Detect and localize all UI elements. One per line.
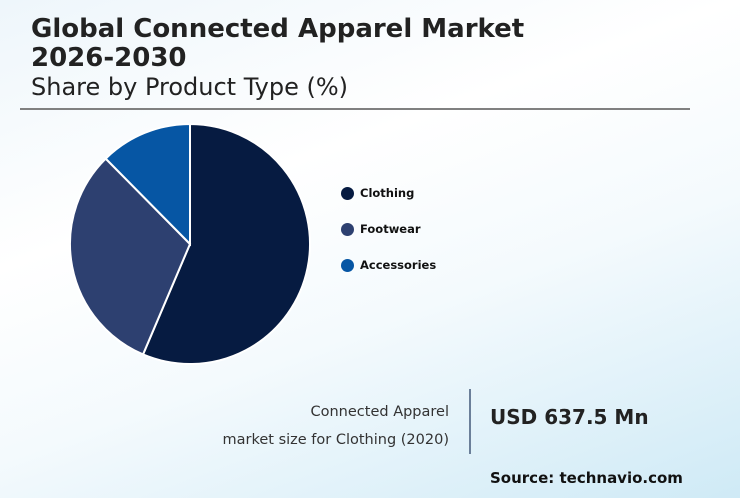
callout-divider bbox=[469, 389, 471, 454]
legend-swatch-icon bbox=[341, 186, 354, 200]
chart-title: Global Connected Apparel Market 2026-203… bbox=[31, 15, 524, 73]
pie-slice-footwear bbox=[69, 157, 192, 356]
header-divider bbox=[20, 108, 690, 110]
chart-subtitle: Share by Product Type (%) bbox=[31, 73, 348, 101]
legend-item-clothing: Clothing bbox=[341, 175, 436, 211]
legend: Clothing Footwear Accessories bbox=[341, 175, 436, 283]
legend-swatch-icon bbox=[341, 222, 354, 236]
chart-title-line1: Global Connected Apparel Market bbox=[31, 14, 525, 44]
chart-title-line2: 2026-2030 bbox=[31, 43, 187, 73]
legend-item-footwear: Footwear bbox=[341, 211, 436, 247]
pie-slice-clothing bbox=[141, 122, 311, 365]
legend-swatch-icon bbox=[341, 258, 354, 272]
market-size-caption: Connected Apparel market size for Clothi… bbox=[222, 404, 450, 448]
legend-item-accessories: Accessories bbox=[341, 247, 436, 283]
pie-slice-accessories bbox=[104, 122, 191, 247]
market-size-value: USD 637.5 Mn bbox=[490, 405, 649, 429]
source-credit: Source: technavio.com bbox=[490, 469, 683, 487]
